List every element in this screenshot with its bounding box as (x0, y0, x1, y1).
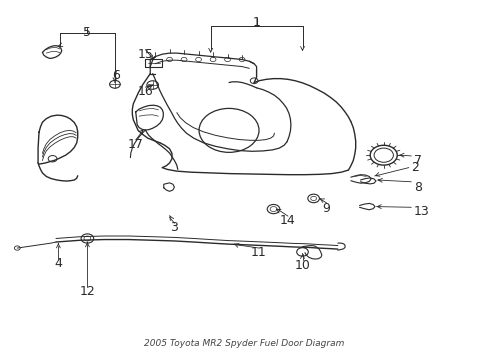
Text: 5: 5 (83, 26, 91, 39)
Text: 11: 11 (251, 246, 266, 259)
Text: 4: 4 (54, 257, 62, 270)
Text: 13: 13 (413, 206, 428, 219)
Text: 2: 2 (410, 161, 418, 174)
Text: 7: 7 (413, 154, 421, 167)
Text: 16: 16 (137, 85, 153, 98)
Text: 2005 Toyota MR2 Spyder Fuel Door Diagram: 2005 Toyota MR2 Spyder Fuel Door Diagram (144, 339, 344, 348)
Text: 14: 14 (280, 214, 295, 227)
Text: 9: 9 (322, 202, 330, 215)
Text: 3: 3 (170, 221, 178, 234)
Text: 12: 12 (80, 285, 95, 298)
Text: 17: 17 (127, 138, 143, 151)
Text: 15: 15 (137, 48, 153, 61)
Text: 6: 6 (112, 69, 120, 82)
Text: 1: 1 (252, 16, 260, 29)
Text: 8: 8 (413, 181, 421, 194)
Text: 10: 10 (294, 258, 310, 271)
